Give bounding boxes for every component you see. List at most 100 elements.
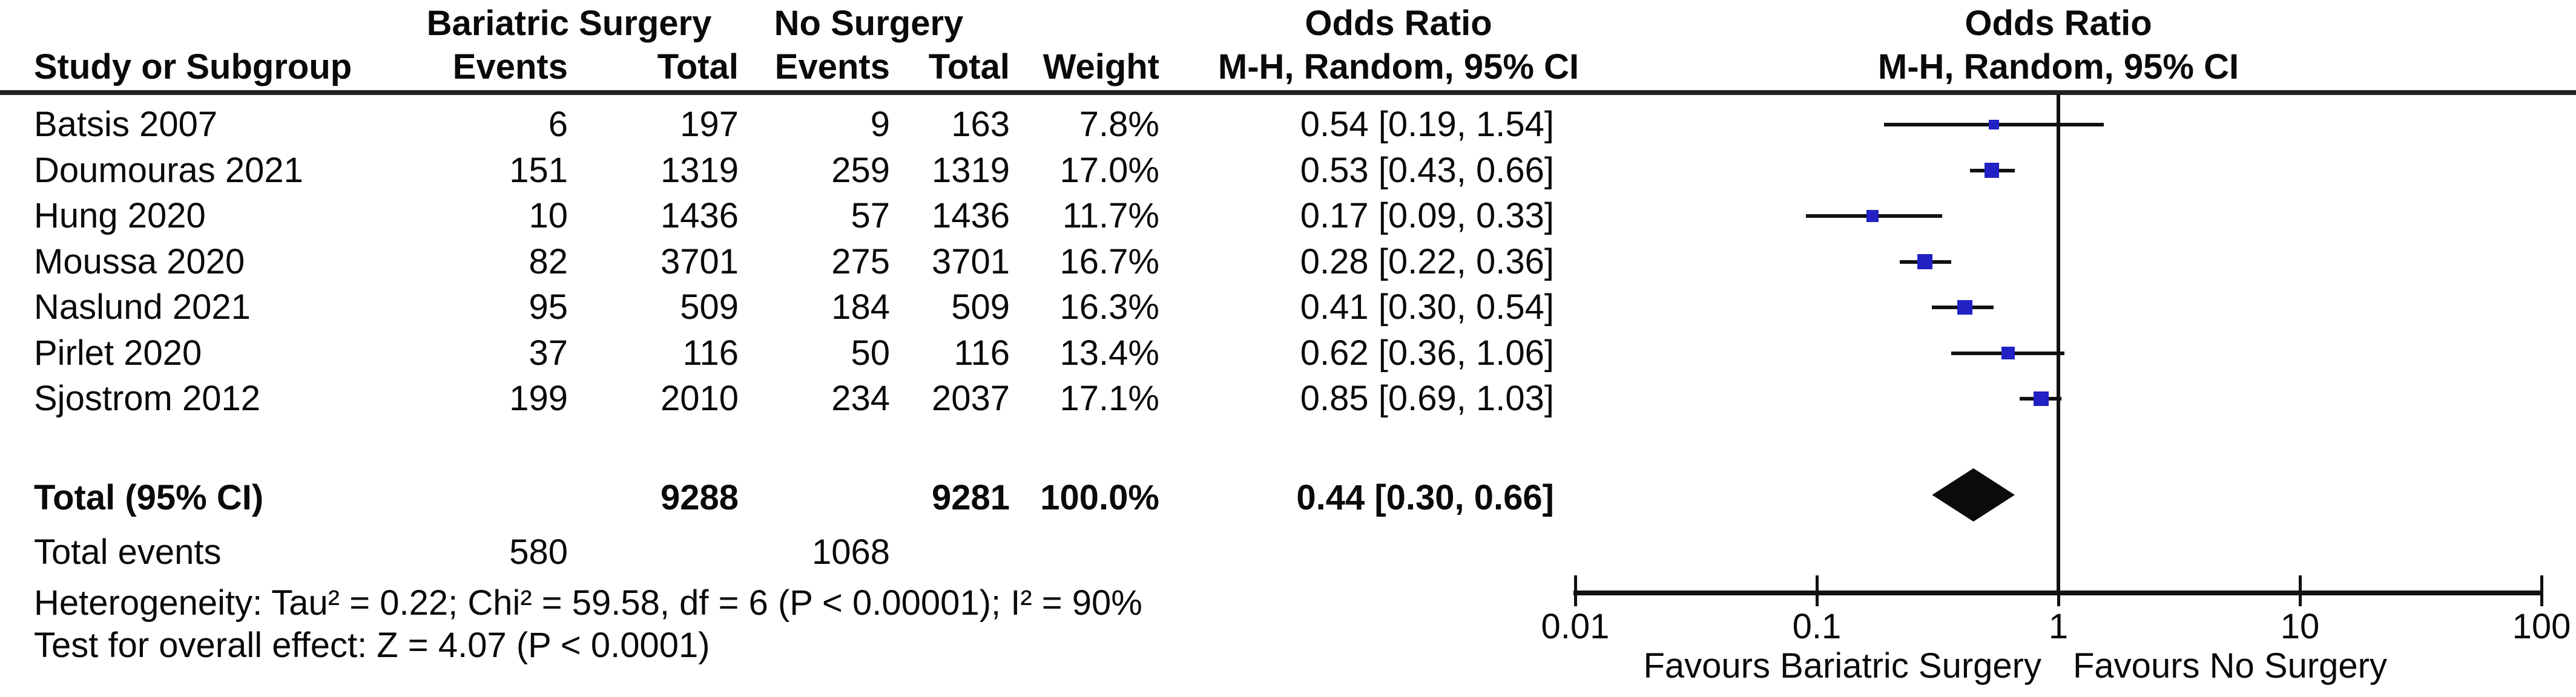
control-events-header: Events	[774, 47, 890, 87]
total-ci-text: 0.44 [0.30, 0.66]	[1296, 478, 1554, 517]
x-axis-tick	[2298, 575, 2302, 606]
x-axis-tick	[1815, 575, 1819, 606]
weight-cell: 11.7%	[1062, 196, 1159, 235]
odds-ratio-plot-title: Odds Ratio	[1965, 4, 2152, 43]
total-events-row: Total events 580 1068	[0, 529, 2576, 575]
x-axis-tick-label: 100	[2512, 607, 2571, 646]
odds-ratio-column-title: Odds Ratio	[1305, 4, 1492, 43]
column-group-no-surgery: No Surgery	[774, 4, 964, 43]
control-events-cell: 9	[870, 105, 890, 144]
total-events-control: 1068	[811, 532, 890, 572]
surgery-events-cell: 10	[529, 196, 568, 235]
table-row: Hung 2020 10 1436 57 1436 11.7% 0.17 [0.09, 0.…	[0, 193, 2576, 239]
ci-text-cell: 0.17 [0.09, 0.33]	[1300, 196, 1554, 235]
column-group-surgery: Bariatric Surgery	[426, 4, 712, 43]
total-weight: 100.0%	[1040, 478, 1159, 517]
surgery-total-cell: 2010	[660, 379, 739, 418]
control-total-cell: 1436	[931, 196, 1010, 235]
total-control-n: 9281	[931, 478, 1010, 517]
favours-right-label: Favours No Surgery	[2073, 646, 2387, 686]
study-name-cell: Hung 2020	[34, 196, 206, 235]
control-total-header: Total	[928, 47, 1010, 87]
surgery-events-cell: 82	[529, 241, 568, 281]
surgery-events-cell: 95	[529, 287, 568, 327]
study-name-cell: Sjostrom 2012	[34, 379, 260, 418]
study-name-cell: Pirlet 2020	[34, 333, 202, 373]
effect-size-square	[1988, 119, 1999, 130]
control-total-cell: 3701	[931, 241, 1010, 281]
surgery-events-cell: 6	[548, 105, 568, 144]
table-row: Moussa 2020 82 3701 275 3701 16.7% 0.28 [0.22,…	[0, 239, 2576, 285]
surgery-events-cell: 199	[509, 379, 568, 418]
control-total-cell: 116	[954, 333, 1010, 373]
control-events-cell: 259	[831, 150, 890, 190]
weight-cell: 17.1%	[1059, 379, 1159, 418]
surgery-events-cell: 151	[509, 150, 568, 190]
effect-size-square	[1984, 163, 2000, 178]
surgery-total-cell: 1319	[660, 150, 739, 190]
method-plot-header: M-H, Random, 95% CI	[1877, 47, 2239, 87]
surgery-events-header: Events	[452, 47, 568, 87]
study-name-cell: Doumouras 2021	[34, 150, 303, 190]
table-row: Batsis 2007 6 197 9 163 7.8% 0.54 [0.19, 1.54]	[0, 102, 2576, 148]
weight-cell: 16.3%	[1059, 287, 1159, 327]
control-total-cell: 509	[951, 287, 1010, 327]
ci-text-cell: 0.62 [0.36, 1.06]	[1300, 333, 1554, 373]
surgery-total-cell: 3701	[660, 241, 739, 281]
table-row: Doumouras 2021 151 1319 259 1319 17.0% 0.53 [0…	[0, 148, 2576, 194]
x-axis-tick	[2057, 575, 2060, 606]
total-row: Total (95% CI) 9288 9281 100.0% 0.44 [0.…	[0, 475, 2576, 521]
study-column-header: Study or Subgroup	[34, 47, 352, 87]
table-row: Pirlet 2020 37 116 50 116 13.4% 0.62 [0.36, 1.…	[0, 330, 2576, 376]
x-axis-tick-label: 10	[2280, 607, 2320, 646]
control-events-cell: 275	[831, 241, 890, 281]
effect-size-square	[2034, 391, 2049, 407]
study-name-cell: Batsis 2007	[34, 105, 218, 144]
effect-size-square	[2001, 346, 2015, 360]
weight-header: Weight	[1043, 47, 1159, 87]
study-name-cell: Moussa 2020	[34, 241, 245, 281]
header-divider-line	[0, 90, 2576, 95]
pooled-effect-diamond	[1932, 468, 2015, 522]
method-column-header: M-H, Random, 95% CI	[1217, 47, 1580, 87]
null-effect-line	[2057, 94, 2060, 593]
weight-cell: 16.7%	[1059, 241, 1159, 281]
control-events-cell: 57	[851, 196, 890, 235]
weight-cell: 7.8%	[1079, 105, 1159, 144]
surgery-total-cell: 509	[680, 287, 739, 327]
effect-size-square	[1957, 299, 1972, 315]
control-total-cell: 1319	[931, 150, 1010, 190]
ci-text-cell: 0.41 [0.30, 0.54]	[1300, 287, 1554, 327]
control-events-cell: 50	[851, 333, 890, 373]
x-axis-tick-label: 1	[2048, 607, 2069, 646]
overall-effect-stats: Test for overall effect: Z = 4.07 (P < 0…	[34, 626, 710, 665]
control-total-cell: 163	[951, 105, 1010, 144]
x-axis-tick	[2540, 575, 2543, 606]
total-events-surgery: 580	[509, 532, 568, 572]
weight-cell: 13.4%	[1059, 333, 1159, 373]
effect-size-square	[1917, 254, 1932, 269]
surgery-total-cell: 1436	[660, 196, 739, 235]
surgery-events-cell: 37	[529, 333, 568, 373]
surgery-total-cell: 116	[682, 333, 739, 373]
ci-text-cell: 0.53 [0.43, 0.66]	[1300, 150, 1554, 190]
favours-left-label: Favours Bariatric Surgery	[1643, 646, 2041, 686]
total-surgery-n: 9288	[660, 478, 739, 517]
study-name-cell: Naslund 2021	[34, 287, 251, 327]
weight-cell: 17.0%	[1059, 150, 1159, 190]
table-row: Naslund 2021 95 509 184 509 16.3% 0.41 [0.30, …	[0, 284, 2576, 330]
ci-text-cell: 0.85 [0.69, 1.03]	[1300, 379, 1554, 418]
ci-text-cell: 0.54 [0.19, 1.54]	[1300, 105, 1554, 144]
total-label: Total (95% CI)	[34, 478, 264, 517]
surgery-total-header: Total	[657, 47, 739, 87]
x-axis-tick-label: 0.01	[1541, 607, 1610, 646]
table-row: Sjostrom 2012 199 2010 234 2037 17.1% 0.85 [0.…	[0, 376, 2576, 422]
column-header-row: Study or Subgroup Events Total Events To…	[0, 48, 2576, 86]
effect-size-square	[1866, 209, 1879, 223]
x-axis-tick-label: 0.1	[1792, 607, 1842, 646]
ci-text-cell: 0.28 [0.22, 0.36]	[1300, 241, 1554, 281]
total-events-label: Total events	[34, 532, 222, 572]
control-events-cell: 234	[831, 379, 890, 418]
